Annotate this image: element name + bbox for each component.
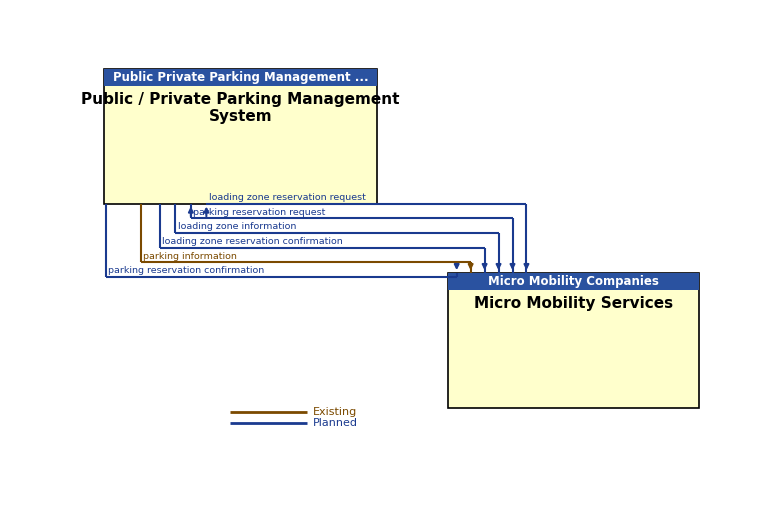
Text: loading zone reservation confirmation: loading zone reservation confirmation (162, 237, 343, 246)
Text: Existing: Existing (313, 406, 358, 417)
Bar (104, 69, 377, 86)
Text: parking reservation request: parking reservation request (193, 208, 326, 217)
Text: loading zone information: loading zone information (178, 222, 296, 231)
Text: loading zone reservation request: loading zone reservation request (209, 193, 366, 202)
Text: Public Private Parking Management ...: Public Private Parking Management ... (113, 71, 368, 84)
Bar (448, 273, 698, 290)
Text: Micro Mobility Companies: Micro Mobility Companies (488, 275, 659, 288)
Text: parking reservation confirmation: parking reservation confirmation (108, 266, 264, 275)
Bar (448, 273, 698, 408)
Text: Micro Mobility Services: Micro Mobility Services (474, 296, 673, 311)
Bar (104, 69, 377, 203)
Text: Planned: Planned (313, 418, 359, 428)
Text: parking information: parking information (143, 252, 236, 260)
Text: Public / Private Parking Management
System: Public / Private Parking Management Syst… (81, 92, 400, 124)
